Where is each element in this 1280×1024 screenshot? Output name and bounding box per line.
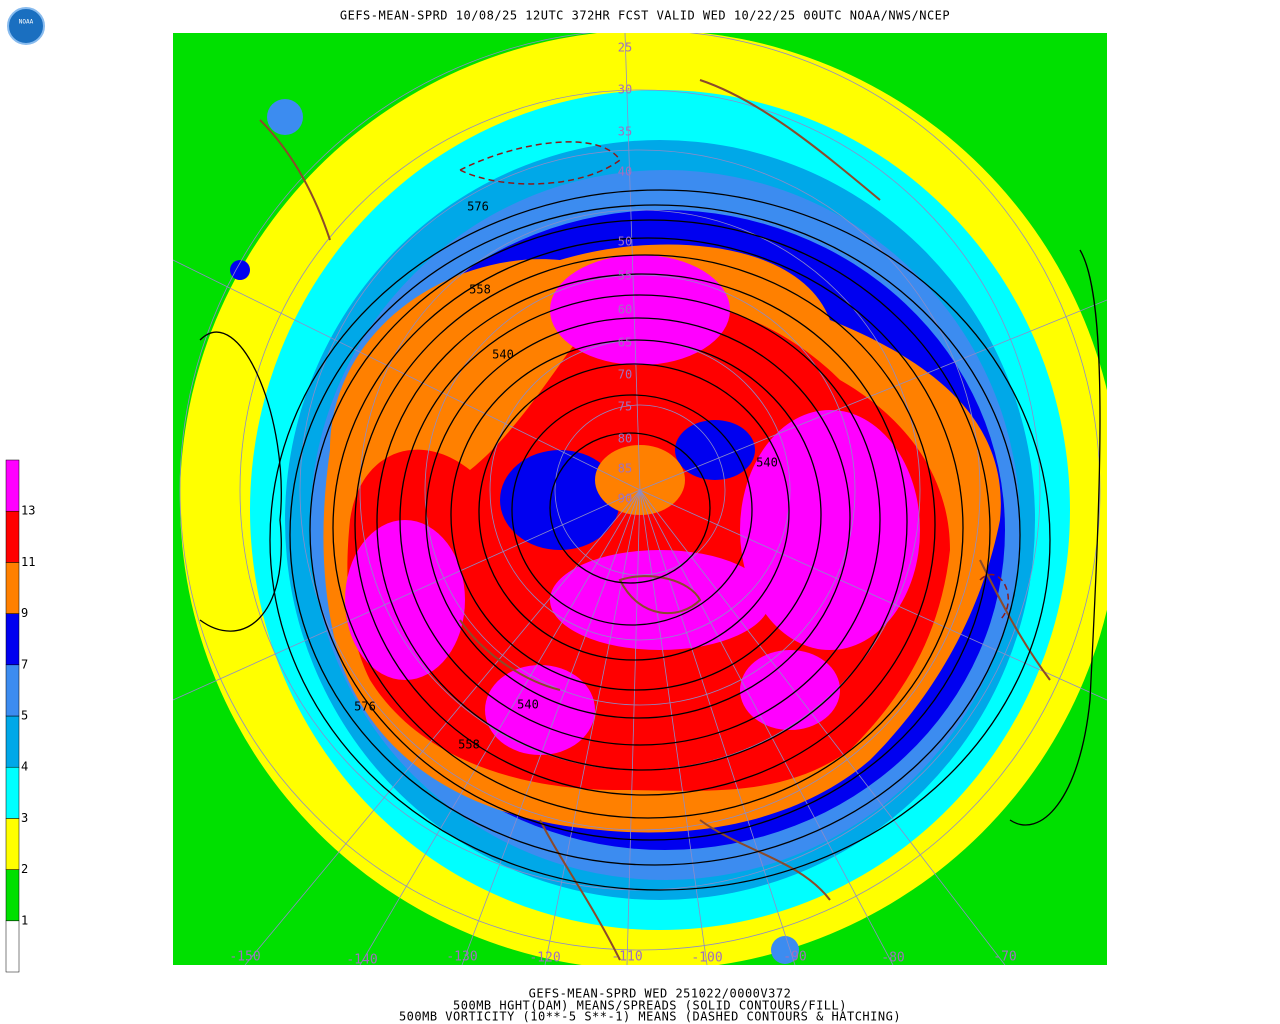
fill-region <box>345 520 465 680</box>
colorbar-swatch <box>5 818 20 870</box>
lat-label: 55 <box>618 269 632 283</box>
logo <box>7 7 45 45</box>
colorbar-swatch <box>5 459 20 512</box>
colorbar-swatch <box>5 664 20 717</box>
lat-label: 70 <box>618 368 632 382</box>
contour-label: 558 <box>469 283 491 297</box>
lon-label: -110 <box>611 950 642 965</box>
lat-labels: 25 30 35 40 50 55 60 65 70 75 80 85 90 <box>618 41 632 506</box>
fill-region <box>267 99 303 135</box>
footer-line: 500MB VORTICITY (10**-5 S**-1) MEANS (DA… <box>399 1010 901 1024</box>
lon-label: -150 <box>229 950 260 965</box>
contour-label: 540 <box>756 456 778 470</box>
contour-label: 558 <box>458 738 480 752</box>
colorbar-swatch <box>5 715 20 768</box>
colorbar-label: 1 <box>21 913 28 927</box>
graticule <box>173 33 1107 965</box>
colorbar-label: 9 <box>21 606 28 620</box>
height-contours <box>199 189 1101 891</box>
lat-label: 25 <box>618 41 632 55</box>
lat-label: 35 <box>618 125 632 139</box>
vorticity-contours <box>458 141 1009 621</box>
lon-label: -90 <box>783 950 806 965</box>
lon-labels: -150 -140 -130 -120 -110 -100 -90 -80 -7… <box>229 950 1016 968</box>
map <box>173 33 1107 965</box>
colorbar-label: 13 <box>21 504 35 518</box>
lat-label: 65 <box>618 336 632 350</box>
fill-region <box>485 665 595 755</box>
colorbar-swatch <box>5 869 20 922</box>
fill-region <box>500 450 620 550</box>
lon-label: -120 <box>529 951 560 966</box>
contour-label: 576 <box>467 200 489 214</box>
lat-label: 80 <box>618 432 632 446</box>
lat-label: 85 <box>618 462 632 476</box>
colorbar: 1 2 3 4 5 7 9 11 13 <box>5 459 35 973</box>
colorbar-swatch <box>5 613 20 666</box>
contour-labels: 576 558 540 576 558 540 540 <box>354 200 778 752</box>
contour-label: 540 <box>492 348 514 362</box>
lon-label: -130 <box>446 950 477 965</box>
lon-label: -140 <box>346 953 377 968</box>
colorbar-label: 2 <box>21 862 28 876</box>
footer-line: GEFS-MEAN-SPRD WED 251022/0000V372 <box>529 987 792 1001</box>
lon-label: -80 <box>881 951 904 966</box>
logo-text: NOAA <box>19 19 34 26</box>
lat-label: 30 <box>618 83 632 97</box>
contour-label: 576 <box>354 700 376 714</box>
colorbar-label: 5 <box>21 709 28 723</box>
lat-label: 75 <box>618 400 632 414</box>
colorbar-label: 7 <box>21 657 28 671</box>
colorbar-swatch <box>5 920 20 973</box>
lat-label: 40 <box>618 165 632 179</box>
fill-region <box>550 550 770 650</box>
footer-line: 500MB HGHT(DAM) MEANS/SPREADS (SOLID CON… <box>453 999 847 1013</box>
fill-region <box>740 410 920 650</box>
lat-label: 50 <box>618 235 632 249</box>
colorbar-label: 3 <box>21 811 28 825</box>
lat-label: 60 <box>618 303 632 317</box>
contour-label: 540 <box>517 698 539 712</box>
colorbar-swatch <box>5 510 20 563</box>
colorbar-label: 11 <box>21 555 35 569</box>
lat-label: 90 <box>618 492 632 506</box>
lon-label: -100 <box>691 951 722 966</box>
colorbar-label: 4 <box>21 760 28 774</box>
colorbar-swatch <box>5 562 20 614</box>
colorbar-swatch <box>5 766 20 819</box>
lon-label: -70 <box>993 950 1016 965</box>
fill-region <box>550 255 730 365</box>
fill-region <box>230 260 250 280</box>
map-title: GEFS-MEAN-SPRD 10/08/25 12UTC 372HR FCST… <box>340 9 950 23</box>
